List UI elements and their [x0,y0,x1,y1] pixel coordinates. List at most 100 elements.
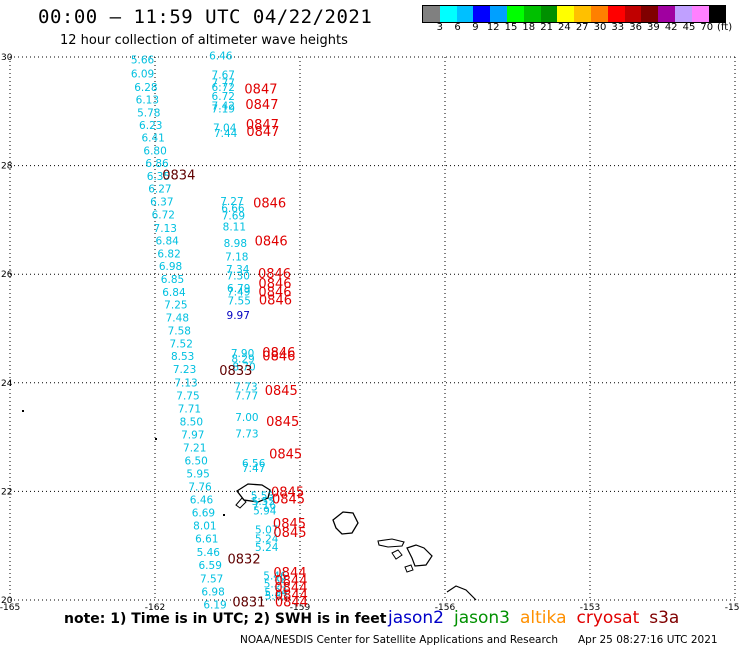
time-label: 0844 [275,596,308,611]
island-lanai [391,549,403,560]
time-label: 0846 [259,293,292,308]
color-scale-label: 12 [486,22,500,33]
y-tick-label: 24 [1,379,13,389]
color-swatch [439,6,457,22]
wave-height-label: 8.50 [180,416,203,428]
time-label: 0834 [162,168,195,183]
legend-altika: altika [520,608,567,628]
y-tick-label: 30 [1,53,13,63]
wave-height-label: 7.73 [235,428,258,440]
time-label: 0845 [272,493,305,508]
wave-height-label: 7.13 [174,377,197,389]
time-label: 0844 [274,574,307,589]
wave-height-label: 5.46 [197,547,221,559]
satellite-legend: jason2 jason3 altika cryosat s3a [388,608,689,628]
wave-height-label: 6.27 [148,183,171,195]
wave-height-label: 7.48 [166,313,189,325]
wave-height-label: 7.76 [188,482,212,494]
time-label: 0845 [271,485,304,500]
color-scale-label: 39 [647,22,660,33]
time-label: 0847 [246,118,279,133]
footer-credit: NOAA/NESDIS Center for Satellite Applica… [240,634,558,646]
wave-height-label: 5.24 [255,542,279,554]
wave-height-readings: 5.666.09 6.286.135.786.236.416.806.866.35… [131,50,308,611]
time-label: 0832 [228,552,261,567]
color-scale-bar [422,5,727,23]
wave-height-label: 5.07 [255,524,278,536]
wave-height-label: 5.95 [186,468,209,480]
wave-height-label: 7.21 [183,442,206,454]
time-label: 0844 [274,581,307,596]
time-label: 0846 [262,350,295,365]
wave-height-label: 5.35 [264,579,287,591]
wave-height-label: 6.80 [143,145,166,157]
wave-height-label: 6.98 [201,586,224,598]
y-tick-label: 28 [1,162,13,172]
legend-cryosat: cryosat [576,608,640,628]
wave-height-label: 7.58 [168,326,191,338]
color-scale-label: 18 [522,22,536,33]
wave-height-label: 7.90 [231,348,254,360]
color-scale-label: 15 [504,22,518,33]
wave-height-label: 6.69 [192,508,215,520]
color-swatch [574,6,591,22]
color-swatch [708,6,726,22]
color-scale-label: 9 [472,22,479,33]
page-title: 00:00 – 11:59 UTC 04/22/2021 [38,6,373,28]
x-tick-label: -162 [145,603,165,613]
hawaiian-islands [22,410,477,601]
wave-height-label: 6.66 [221,203,245,215]
y-tick-label: 22 [1,487,12,497]
wave-height-label: 7.55 [228,295,251,307]
wave-height-label: 7.00 [235,412,258,424]
y-tick-label: 26 [1,270,13,280]
color-swatch [691,6,709,22]
time-label: 0846 [258,286,291,301]
color-swatch [523,6,541,22]
wave-height-label: 7.69 [222,211,245,223]
x-tick-label: -159 [290,603,311,613]
wave-height-label: 7.42 [212,100,235,112]
wave-height-label: 6.46 [190,495,214,507]
wave-height-label: 8.98 [224,238,247,250]
wave-height-label: 7.67 [212,69,235,81]
wave-height-label: 8.53 [171,351,194,363]
time-label: 0845 [269,447,302,462]
wave-height-label: 7.16 [253,500,277,512]
color-scale-label: 42 [664,22,678,33]
color-scale-label: 30 [593,22,607,33]
wave-height-label: 7.77 [212,78,235,90]
color-scale-label: 70 [700,22,714,33]
wave-height-label: 5.46 [263,571,287,583]
color-scale-label: 3 [436,22,443,33]
wave-height-label: 7.19 [212,104,235,116]
color-scale-label: 33 [611,22,625,33]
color-swatch [540,6,558,22]
wave-height-label: 8.01 [193,521,216,533]
wave-height-label: 5.66 [131,55,155,67]
color-scale-label: 45 [682,22,696,33]
wave-height-label: 6.84 [155,236,179,248]
wave-height-label: 5.55 [252,496,275,508]
wave-height-label: 8.29 [231,353,254,365]
color-swatch [624,6,642,22]
color-scale-label: 27 [575,22,589,33]
wave-height-label: 7.25 [164,300,187,312]
wave-height-label: 7.34 [226,264,250,276]
color-scale-labels: 3 6 9 12 15 18 21 24 27 30 33 36 39 42 45 70 (ft) [422,22,740,36]
wave-height-label: 6.37 [150,196,173,208]
wave-height-label: 5.24 [255,534,279,546]
island-kauai [236,483,271,503]
wave-height-label: 6.19 [203,599,226,611]
wave-height-label: 6.35 [147,171,170,183]
wave-height-label: 6.13 [136,94,159,106]
wave-height-label: 7.77 [235,390,258,402]
wave-height-label: 6.82 [157,249,180,261]
wave-height-label: 5.94 [253,505,277,517]
wave-height-label: 6.50 [184,455,207,467]
color-scale-label: (ft) [717,22,733,33]
wave-height-label: 6.61 [195,534,218,546]
wave-height-label: 6.56 [242,458,266,470]
wave-height-label: 7.52 [170,339,193,351]
